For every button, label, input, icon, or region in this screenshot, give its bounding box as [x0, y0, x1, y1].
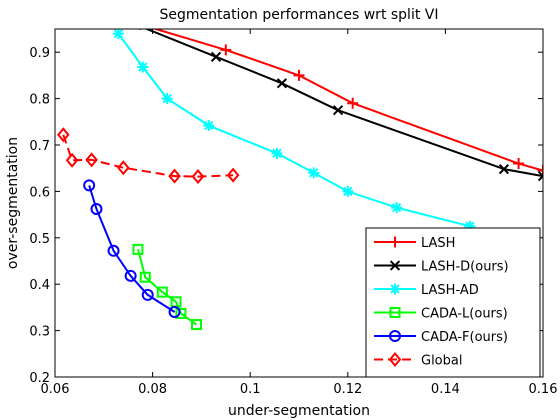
series-lash-d-ours: [131, 29, 543, 182]
data-point: [65, 152, 79, 168]
series-line: [152, 29, 543, 172]
data-point: [141, 288, 154, 301]
data-point: [464, 220, 476, 232]
data-point: [132, 243, 144, 255]
data-point: [342, 185, 354, 197]
data-point: [332, 105, 344, 116]
data-point: [124, 269, 137, 282]
legend-label: LASH-AD: [421, 283, 479, 298]
y-tick-label: 0.4: [29, 278, 50, 293]
data-point: [131, 29, 140, 30]
legend-label: LASH-D(ours): [421, 260, 509, 275]
legend: LASH LASH-D(ours) LASH-AD CADA-L(ours) CADA-…: [365, 227, 541, 378]
data-point: [391, 202, 403, 214]
legend-label: LASH: [421, 236, 455, 251]
data-point: [161, 93, 173, 105]
y-tick-label: 0.8: [29, 93, 50, 108]
data-point: [293, 69, 305, 81]
data-point: [83, 179, 96, 192]
legend-marker: [388, 351, 402, 368]
data-point: [137, 61, 149, 73]
data-point: [271, 147, 283, 159]
tick-layer: 0.06 0.08 0.1 0.12 0.14 0.16 0.2 0.3 0.4 0.5 0.6 0.…: [29, 29, 557, 397]
x-tick-label: 0.16: [529, 382, 558, 397]
plot-frame: [54, 28, 544, 378]
legend-label: CADA-L(ours): [421, 307, 508, 322]
legend-item: Global: [374, 351, 462, 369]
data-point: [107, 244, 120, 257]
chart-title: Segmentation performances wrt split VI: [159, 7, 438, 23]
data-point: [347, 97, 359, 109]
legend-item: LASH-AD: [374, 283, 479, 298]
legend-item: CADA-L(ours): [374, 307, 508, 322]
data-point: [191, 319, 203, 331]
y-tick-label: 0.3: [29, 325, 50, 340]
y-tick-label: 0.5: [29, 232, 50, 247]
series-layer: [56, 29, 543, 331]
y-tick-label: 0.7: [29, 139, 50, 154]
legend-item: LASH: [374, 236, 455, 251]
x-axis-label: under-segmentation: [228, 403, 370, 419]
data-point: [220, 44, 232, 56]
legend-marker: [389, 236, 401, 248]
data-point: [308, 167, 320, 179]
series-cada-f-ours: [83, 179, 181, 319]
x-tick-label: 0.08: [138, 382, 167, 397]
series-line: [62, 134, 234, 178]
data-point: [175, 307, 187, 319]
y-tick-label: 0.2: [29, 371, 50, 386]
data-point: [90, 203, 103, 216]
series-lash: [139, 29, 543, 177]
legend-marker: [389, 330, 401, 342]
data-point: [226, 167, 240, 183]
y-axis-label: over-segmentation: [5, 137, 21, 269]
data-point: [168, 306, 181, 319]
legend-item: CADA-F(ours): [374, 330, 508, 345]
data-point: [191, 168, 205, 185]
data-point: [117, 160, 130, 176]
legend-marker: [389, 307, 401, 318]
data-point: [537, 165, 543, 177]
legend-item: LASH-D(ours): [374, 260, 509, 275]
y-tick-label: 0.9: [29, 46, 50, 61]
series-lash-ad: [112, 29, 476, 232]
legend-marker: [389, 283, 401, 295]
data-point: [168, 168, 181, 184]
data-point: [156, 286, 168, 298]
series-line: [144, 29, 543, 178]
data-point: [537, 170, 543, 182]
x-tick-label: 0.1: [240, 382, 261, 397]
x-tick-label: 0.12: [333, 382, 362, 397]
data-point: [56, 127, 70, 143]
data-point: [85, 152, 98, 168]
data-point: [139, 29, 142, 30]
data-point: [276, 78, 288, 89]
y-tick-label: 0.6: [29, 185, 50, 200]
data-point: [210, 51, 222, 62]
x-tick-label: 0.06: [41, 382, 70, 397]
legend-marker: [389, 260, 401, 271]
series-global: [56, 127, 240, 185]
data-point: [513, 158, 525, 170]
data-point: [112, 29, 124, 40]
x-tick-label: 0.14: [431, 382, 460, 397]
legend-label: Global: [421, 354, 462, 369]
data-point: [203, 120, 215, 132]
data-point: [139, 271, 151, 283]
legend-label: CADA-F(ours): [421, 330, 508, 345]
data-point: [498, 164, 510, 175]
